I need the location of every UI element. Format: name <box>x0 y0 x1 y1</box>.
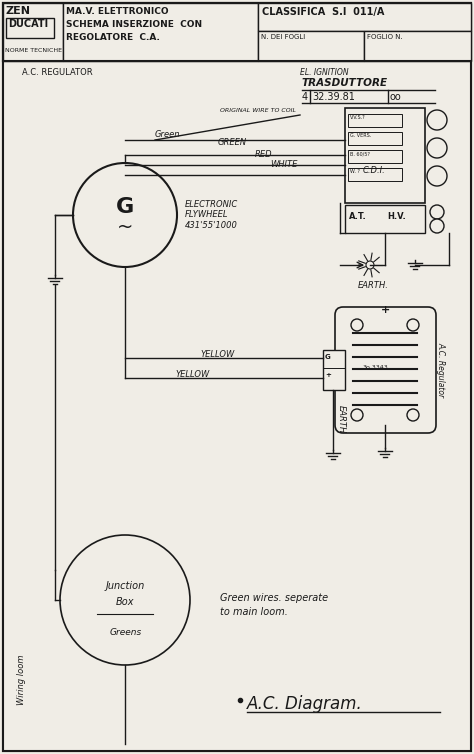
Text: Wiring loom: Wiring loom <box>18 654 27 705</box>
Circle shape <box>351 319 363 331</box>
Bar <box>3 3 471 61</box>
Text: N. DEI FOGLI: N. DEI FOGLI <box>261 34 305 40</box>
Text: to main loom.: to main loom. <box>220 607 288 617</box>
Bar <box>348 150 402 163</box>
Text: SCHEMA INSERZIONE  CON: SCHEMA INSERZIONE CON <box>66 20 202 29</box>
Text: A.C. Regulator: A.C. Regulator <box>437 342 446 397</box>
Text: Green: Green <box>155 130 181 139</box>
Text: 3o.3343: 3o.3343 <box>363 365 389 370</box>
Text: G. VERS.: G. VERS. <box>350 133 371 138</box>
Bar <box>323 350 345 390</box>
Circle shape <box>427 110 447 130</box>
Text: B. 60/5?: B. 60/5? <box>350 151 370 156</box>
Bar <box>364 31 471 61</box>
Bar <box>348 114 402 127</box>
Bar <box>348 132 402 145</box>
Text: A.C. REGULATOR: A.C. REGULATOR <box>22 68 92 77</box>
Bar <box>6 18 54 38</box>
Text: +: + <box>325 372 331 378</box>
Text: EARTH.: EARTH. <box>358 281 389 290</box>
Text: YELLOW: YELLOW <box>175 370 209 379</box>
Circle shape <box>73 163 177 267</box>
Text: 32.39.81: 32.39.81 <box>312 92 355 102</box>
Text: 4: 4 <box>302 92 308 102</box>
Text: ~: ~ <box>117 217 133 237</box>
Text: NORME TECNICHE: NORME TECNICHE <box>5 48 62 53</box>
Circle shape <box>430 219 444 233</box>
Text: +: + <box>381 305 390 315</box>
Bar <box>63 3 258 61</box>
Text: EL. IGNITION: EL. IGNITION <box>300 68 348 77</box>
Circle shape <box>366 261 374 269</box>
Text: G: G <box>325 354 331 360</box>
Text: EARTH: EARTH <box>337 405 346 434</box>
Text: A.T.: A.T. <box>349 212 367 221</box>
Text: Junction: Junction <box>105 581 145 591</box>
Text: RED: RED <box>255 150 273 159</box>
Text: FOGLIO N.: FOGLIO N. <box>367 34 403 40</box>
Text: REGOLATORE  C.A.: REGOLATORE C.A. <box>66 33 160 42</box>
Circle shape <box>430 205 444 219</box>
Circle shape <box>60 535 190 665</box>
Text: GREEN: GREEN <box>218 138 247 147</box>
Text: ORIGINAL WIRE TO COIL: ORIGINAL WIRE TO COIL <box>220 108 296 113</box>
Text: H.V.: H.V. <box>387 212 406 221</box>
Text: G: G <box>116 197 134 217</box>
Text: W. ?: W. ? <box>350 169 360 174</box>
Text: ZEN: ZEN <box>6 6 31 16</box>
Bar <box>348 168 402 181</box>
Text: Greens: Greens <box>110 628 142 637</box>
Text: Green wires. seperate: Green wires. seperate <box>220 593 328 603</box>
Text: oo: oo <box>390 92 402 102</box>
Bar <box>3 3 63 61</box>
Text: CLASSIFICA  S.I  011/A: CLASSIFICA S.I 011/A <box>262 7 384 17</box>
Text: WHITE: WHITE <box>270 160 297 169</box>
Text: V.V.S.?: V.V.S.? <box>350 115 366 120</box>
Text: DUCATI: DUCATI <box>8 19 48 29</box>
Circle shape <box>407 319 419 331</box>
Text: A.C. Diagram.: A.C. Diagram. <box>247 695 363 713</box>
Text: TRASDUTTORE: TRASDUTTORE <box>302 78 388 88</box>
FancyBboxPatch shape <box>335 307 436 433</box>
Bar <box>345 108 425 203</box>
Text: C.D.I.: C.D.I. <box>363 166 386 175</box>
Bar <box>345 205 425 233</box>
Text: YELLOW: YELLOW <box>200 350 234 359</box>
Circle shape <box>407 409 419 421</box>
Circle shape <box>351 409 363 421</box>
Bar <box>258 3 471 31</box>
Text: ELECTRONIC
FLYWHEEL
431'55'1000: ELECTRONIC FLYWHEEL 431'55'1000 <box>185 200 238 230</box>
Bar <box>258 31 364 61</box>
Text: Box: Box <box>116 597 134 607</box>
Circle shape <box>427 166 447 186</box>
Circle shape <box>427 138 447 158</box>
Text: MA.V. ELETTRONICO: MA.V. ELETTRONICO <box>66 7 169 16</box>
